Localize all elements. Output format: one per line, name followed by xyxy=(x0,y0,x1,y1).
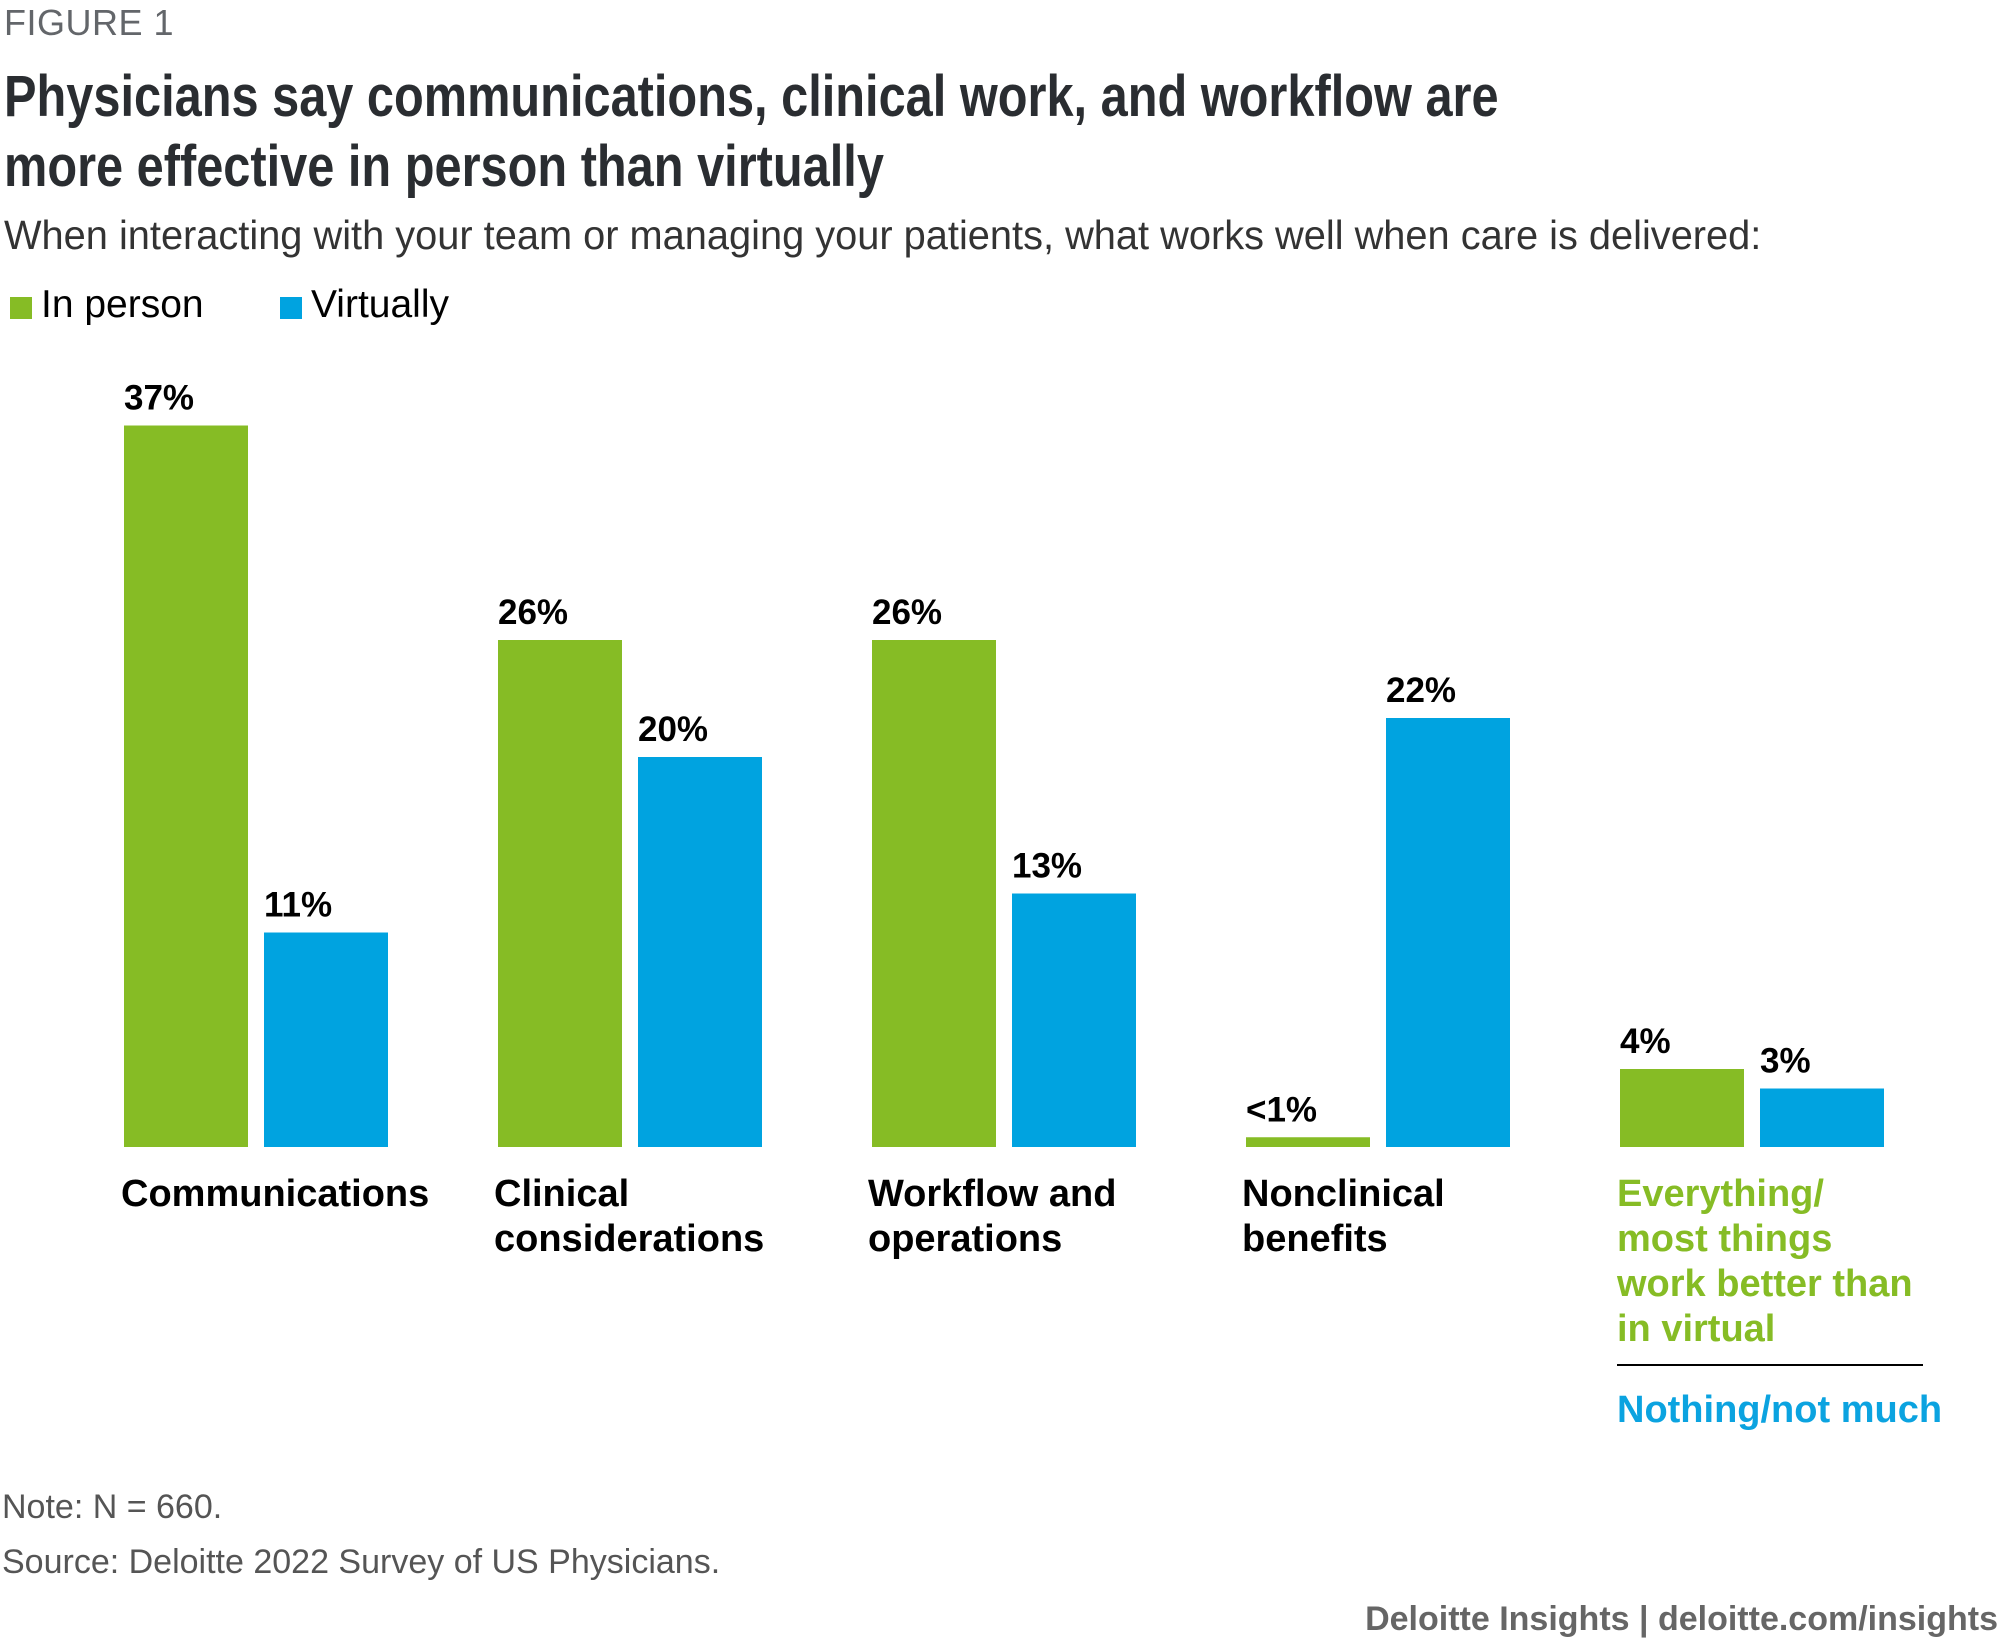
bar-in-person-clinical xyxy=(498,640,622,1147)
value-labels-group: 37% 26% 26% <1% 4% 11% 20% 13% 22% 3% xyxy=(124,379,1811,1130)
category-divider xyxy=(1617,1364,1923,1366)
legend-label-in-person: In person xyxy=(41,283,204,326)
bar-in-person-workflow xyxy=(872,640,996,1147)
chart-subtitle: When interacting with your team or manag… xyxy=(4,212,1762,258)
figure-label: FIGURE 1 xyxy=(4,2,175,43)
value-label-in-person-nonclinical: <1% xyxy=(1246,1090,1317,1129)
value-label-in-person-everything: 4% xyxy=(1620,1022,1671,1061)
source: Source: Deloitte 2022 Survey of US Physi… xyxy=(2,1543,721,1581)
bar-in-person-communications xyxy=(124,425,248,1147)
value-label-in-person-clinical: 26% xyxy=(498,593,568,632)
legend-swatch-virtually xyxy=(280,297,302,319)
bar-virtually-communications xyxy=(264,932,388,1147)
legend-label-virtually: Virtually xyxy=(311,283,450,326)
value-label-virtually-communications: 11% xyxy=(264,886,332,925)
category-label-nonclinical: Nonclinical benefits xyxy=(1242,1173,1445,1260)
bar-virtually-everything xyxy=(1760,1088,1884,1147)
value-label-virtually-nonclinical: 22% xyxy=(1386,671,1456,710)
value-label-virtually-workflow: 13% xyxy=(1012,847,1082,886)
category-label-clinical: Clinical considerations xyxy=(494,1173,765,1260)
note: Note: N = 660. xyxy=(2,1488,223,1526)
category-label-nothing: Nothing/not much xyxy=(1617,1389,1943,1431)
value-label-in-person-workflow: 26% xyxy=(872,593,942,632)
category-label-workflow: Workflow and operations xyxy=(868,1173,1117,1260)
bar-virtually-clinical xyxy=(638,757,762,1147)
value-label-virtually-everything: 3% xyxy=(1760,1042,1811,1081)
value-label-virtually-clinical: 20% xyxy=(638,710,708,749)
bar-in-person-nonclinical xyxy=(1246,1137,1370,1147)
value-label-in-person-communications: 37% xyxy=(124,379,194,418)
bar-in-person-everything xyxy=(1620,1069,1744,1147)
footer-credit: Deloitte Insights | deloitte.com/insight… xyxy=(1365,1600,1998,1638)
category-label-communications: Communications xyxy=(121,1173,430,1215)
bar-chart: 37% 26% 26% <1% 4% 11% 20% 13% 22% 3% xyxy=(124,379,1884,1147)
category-label-everything: Everything/ most things work better than… xyxy=(1617,1173,1913,1350)
legend-swatch-in-person xyxy=(10,297,32,319)
chart-title: Physicians say communications, clinical … xyxy=(4,64,1499,199)
bar-virtually-workflow xyxy=(1012,893,1136,1147)
bar-virtually-nonclinical xyxy=(1386,718,1510,1147)
bars-group xyxy=(124,425,1884,1147)
